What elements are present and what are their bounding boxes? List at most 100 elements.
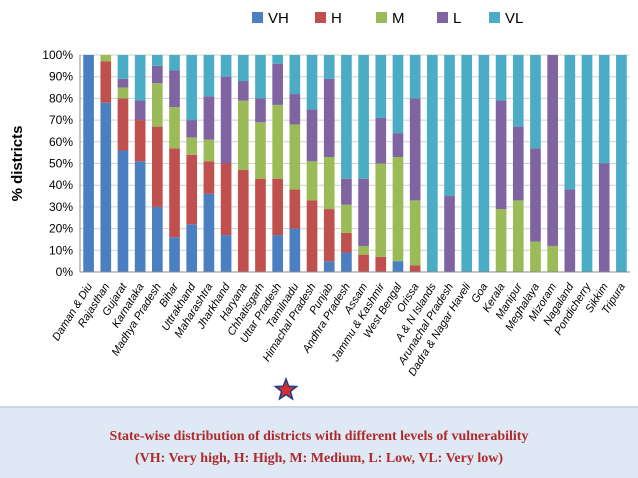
bar-l xyxy=(495,100,507,210)
bar-l xyxy=(306,109,318,162)
bar-l xyxy=(358,178,369,246)
legend-label-l: L xyxy=(453,10,461,27)
bar-l xyxy=(341,178,352,205)
bar-l xyxy=(203,96,215,140)
bar-m xyxy=(272,104,283,179)
bar-vl xyxy=(117,55,129,79)
bar-h xyxy=(152,126,163,207)
bar-l xyxy=(323,78,335,157)
bar-vl xyxy=(341,55,352,179)
bar-m xyxy=(409,200,421,266)
legend-label-vl: VL xyxy=(505,10,523,27)
bar-h xyxy=(409,265,421,272)
bar-h xyxy=(186,154,198,225)
y-tick-label: 80% xyxy=(49,91,73,105)
bar-vl xyxy=(530,55,541,149)
bar-l xyxy=(409,98,421,201)
bar-vl xyxy=(478,55,490,272)
bar-vh xyxy=(169,237,180,272)
bar-h xyxy=(341,232,352,253)
bar-l xyxy=(220,76,232,164)
bar-vh xyxy=(117,150,129,272)
bar-vl xyxy=(289,55,301,95)
y-tick-label: 60% xyxy=(49,135,73,149)
bar-h xyxy=(358,254,369,272)
caption-divider xyxy=(0,406,638,408)
bar-vh xyxy=(392,261,404,272)
bar-l xyxy=(289,94,301,125)
bar-l xyxy=(564,189,576,272)
bar-m xyxy=(203,139,215,162)
bar-l xyxy=(392,133,404,157)
bar-h xyxy=(323,209,335,262)
legend-swatch-vl xyxy=(489,12,500,23)
bar-m xyxy=(512,200,524,272)
bar-h xyxy=(375,256,387,272)
bar-vh xyxy=(100,102,112,273)
y-tick-label: 10% xyxy=(49,243,73,257)
bar-m xyxy=(495,209,507,272)
bar-m xyxy=(289,124,301,190)
bar-vl xyxy=(392,55,404,134)
bar-m xyxy=(323,156,335,210)
bar-m xyxy=(152,83,163,127)
y-tick-label: 30% xyxy=(49,200,73,214)
bar-vl xyxy=(427,55,438,272)
bar-vh xyxy=(323,261,335,272)
bar-vl xyxy=(220,55,232,77)
bar-vl xyxy=(237,55,249,82)
bar-vl xyxy=(272,55,283,64)
bar-vh xyxy=(220,235,232,272)
bar-h xyxy=(134,120,146,162)
bar-vl xyxy=(375,55,387,118)
caption-legend-key: (VH: Very high, H: High, M: Medium, L: L… xyxy=(134,451,504,466)
legend-swatch-h xyxy=(315,12,326,23)
bar-vl xyxy=(461,55,473,272)
bar-l xyxy=(152,65,163,84)
bar-m xyxy=(375,163,387,257)
bar-vl xyxy=(255,55,266,99)
bar-l xyxy=(547,55,558,246)
bar-h xyxy=(289,189,301,229)
y-tick-label: 20% xyxy=(49,222,73,236)
bar-m xyxy=(186,137,198,155)
legend-swatch-l xyxy=(437,12,448,23)
bar-h xyxy=(100,61,112,103)
bar-vl xyxy=(306,55,318,110)
bar-vl xyxy=(409,55,421,99)
caption-box: State-wise distribution of districts wit… xyxy=(0,408,638,478)
bar-h xyxy=(306,200,318,272)
legend-swatch-m xyxy=(376,12,387,23)
bar-vl xyxy=(169,55,180,71)
bar-vl xyxy=(134,55,146,101)
y-tick-label: 70% xyxy=(49,113,73,127)
bar-vl xyxy=(512,55,524,127)
stacked-bar-chart: 0% 10% 20% 30% 40% 50% 60% 70% 80% 90% 100% % distr… xyxy=(9,10,630,401)
bar-h xyxy=(203,161,215,194)
bar-m xyxy=(341,204,352,233)
bar-vl xyxy=(323,55,335,79)
bar-m xyxy=(237,100,249,171)
y-tick-label: 90% xyxy=(49,70,73,84)
bar-l xyxy=(375,117,387,164)
bar-l xyxy=(512,126,524,201)
bar-l xyxy=(598,163,610,272)
star-icon xyxy=(273,376,299,401)
bar-vh xyxy=(341,252,352,272)
y-tick-label: 100% xyxy=(42,48,73,62)
y-tick-label: 0% xyxy=(56,265,74,279)
bar-l xyxy=(237,81,249,101)
bar-vl xyxy=(616,55,627,272)
y-tick-label: 40% xyxy=(49,178,73,192)
bar-m xyxy=(358,245,369,255)
bar-vl xyxy=(598,55,610,164)
bar-m xyxy=(547,245,558,272)
bar-m xyxy=(117,87,129,99)
bar-vl xyxy=(564,55,576,190)
bar-vl xyxy=(444,55,455,197)
y-axis-label: % districts xyxy=(9,126,26,202)
bar-vl xyxy=(358,55,369,179)
bar-m xyxy=(392,156,404,262)
bar-vl xyxy=(495,55,507,101)
legend-label-m: M xyxy=(392,10,405,27)
